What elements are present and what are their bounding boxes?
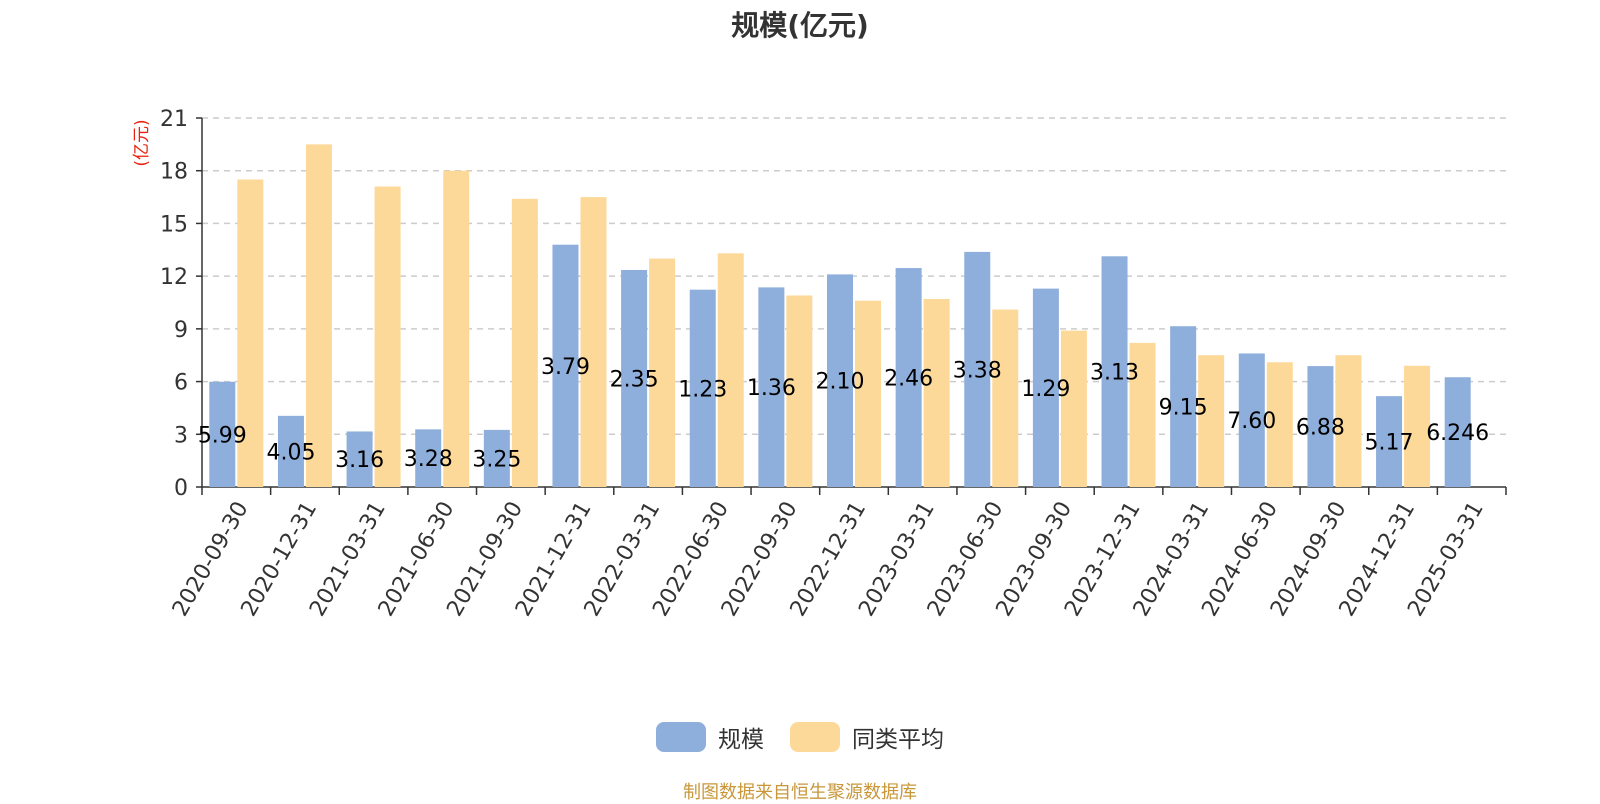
source-note: 制图数据来自恒生聚源数据库 <box>683 782 917 803</box>
y-tick-label: 15 <box>160 212 188 237</box>
bar-series-1 <box>992 309 1019 487</box>
y-tick-label: 18 <box>160 160 188 185</box>
data-label-series-0: 1.36 <box>747 376 796 401</box>
bar-series-0 <box>415 429 442 487</box>
bar-series-0 <box>758 287 785 487</box>
bar-series-0 <box>1444 377 1471 487</box>
y-tick-label: 0 <box>174 476 188 501</box>
legend-label-series-0: 规模 <box>718 727 764 753</box>
bar-series-1 <box>1266 362 1293 487</box>
y-tick-label: 21 <box>160 107 188 132</box>
bar-series-0 <box>346 431 373 487</box>
bar-series-1 <box>1198 355 1225 487</box>
bar-series-0 <box>1307 366 1334 487</box>
legend-item-series-1[interactable]: 同类平均 <box>790 720 944 754</box>
bar-series-1 <box>374 186 401 487</box>
bar-series-1 <box>1060 330 1087 487</box>
data-label-series-0: 3.28 <box>404 447 453 472</box>
data-label-series-0: 6.88 <box>1296 416 1345 441</box>
bar-series-0 <box>689 289 716 487</box>
bar-series-1 <box>305 144 332 487</box>
bar-series-1 <box>1404 365 1431 487</box>
bar-series-1 <box>511 198 538 488</box>
data-label-series-0: 1.29 <box>1021 377 1070 402</box>
legend-item-series-0[interactable]: 规模 <box>656 720 764 754</box>
bar-series-1 <box>923 298 950 487</box>
data-label-series-0: 2.10 <box>816 370 865 395</box>
data-label-series-0: 3.38 <box>953 358 1002 383</box>
bar-series-0 <box>1032 288 1059 487</box>
data-label-series-0: 3.25 <box>472 447 521 472</box>
y-axis-title: (亿元) <box>132 119 152 166</box>
data-label-series-0: 2.35 <box>610 367 659 392</box>
data-label-series-0: 6.246 <box>1426 421 1489 446</box>
data-label-series-0: 4.05 <box>266 440 315 465</box>
bar-series-0 <box>277 415 304 487</box>
data-label-series-0: 3.79 <box>541 355 590 380</box>
data-label-series-0: 1.23 <box>678 377 727 402</box>
data-label-series-0: 5.17 <box>1365 431 1414 456</box>
y-tick-label: 9 <box>174 318 188 343</box>
bar-series-1 <box>855 300 881 487</box>
bar-series-0 <box>964 251 991 487</box>
data-label-series-0: 9.15 <box>1159 396 1208 421</box>
data-label-series-0: 2.46 <box>884 367 933 392</box>
legend-label-series-1: 同类平均 <box>852 727 944 753</box>
bar-series-1 <box>237 179 264 487</box>
data-label-series-0: 3.16 <box>335 448 384 473</box>
bar-series-1 <box>717 253 744 487</box>
data-label-series-0: 3.13 <box>1090 361 1139 386</box>
bar-series-1 <box>1129 342 1156 487</box>
y-tick-label: 12 <box>160 265 188 290</box>
y-tick-label: 6 <box>174 371 188 396</box>
legend: 规模 同类平均 <box>0 720 1600 754</box>
bar-series-1 <box>786 295 813 487</box>
bar-series-0 <box>621 269 648 487</box>
bar-series-0 <box>552 244 579 487</box>
bar-series-1 <box>1335 355 1362 487</box>
data-label-series-0: 5.99 <box>198 423 247 448</box>
bar-series-0 <box>827 274 853 487</box>
bar-series-0 <box>1376 396 1403 487</box>
bar-series-0 <box>483 429 510 487</box>
bar-series-0 <box>1170 326 1197 487</box>
legend-swatch-series-1 <box>790 722 840 752</box>
chart-title: 规模(亿元) <box>731 9 869 42</box>
bar-series-1 <box>649 258 676 487</box>
bar-series-1 <box>443 170 470 487</box>
bar-series-0 <box>1238 353 1265 487</box>
bar-series-1 <box>580 197 607 488</box>
bar-series-0 <box>1101 256 1128 487</box>
legend-swatch-series-0 <box>656 722 706 752</box>
bar-series-0 <box>209 381 236 487</box>
data-label-series-0: 7.60 <box>1227 409 1276 434</box>
bar-series-0 <box>895 268 922 487</box>
y-tick-label: 3 <box>174 423 188 448</box>
